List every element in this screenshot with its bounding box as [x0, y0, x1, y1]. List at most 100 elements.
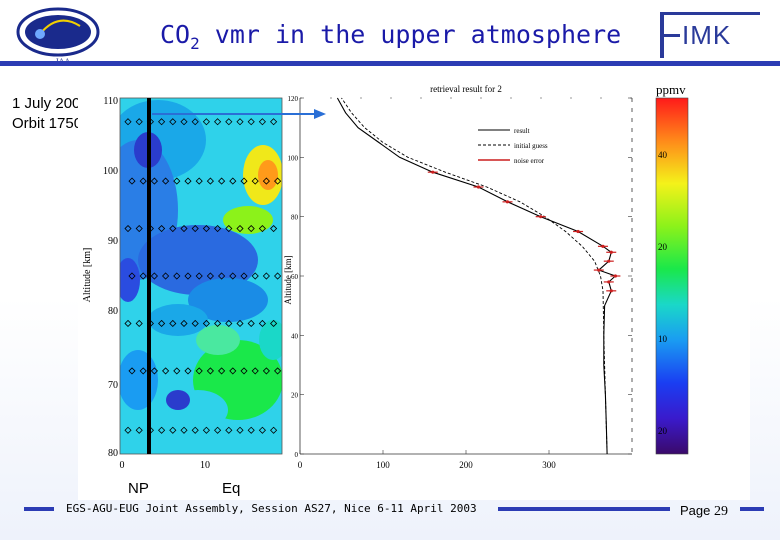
heatmap-marker	[247, 319, 255, 328]
colorbar-unit: ppmv	[656, 82, 686, 97]
noise-error-point	[431, 170, 435, 174]
footer-bar-left	[24, 507, 54, 511]
hm-ytick-100: 100	[103, 166, 118, 177]
profile-y-tick-label: 120	[288, 95, 299, 103]
heatmap-marker	[274, 367, 282, 375]
heatmap-marker	[124, 224, 132, 233]
heatmap-marker	[270, 224, 278, 233]
hm-ytick-80b: 80	[108, 448, 118, 459]
heatmap-marker	[180, 319, 188, 328]
heatmap-marker	[214, 118, 222, 126]
noise-error-point	[476, 185, 481, 189]
heatmap-marker	[258, 224, 266, 233]
heatmap-marker	[124, 118, 132, 126]
heatmap-marker	[225, 118, 233, 126]
profile-y-tick-label: 0	[295, 451, 299, 459]
heatmap-marker	[258, 426, 266, 434]
profile-pointer-arrow	[152, 109, 326, 119]
heatmap-marker	[191, 319, 199, 328]
footer-bar-right	[740, 507, 764, 511]
heatmap-marker	[162, 177, 170, 185]
colorbar-tick-4: 20	[658, 426, 668, 436]
heatmap-marker	[184, 367, 192, 375]
heatmap-marker	[128, 272, 136, 280]
heatmap-marker	[195, 177, 203, 185]
profile-y-ticks: 0 20 40 60 80 100 120	[288, 95, 632, 459]
profile-y-tick-label: 80	[291, 214, 299, 222]
heatmap-marker	[169, 224, 177, 233]
heatmap-marker	[218, 367, 226, 375]
page-title: CO2 vmr in the upper atmosphere	[160, 20, 622, 53]
heatmap-marker	[195, 367, 203, 375]
heatmap-marker	[191, 426, 199, 434]
heatmap-marker	[251, 367, 259, 375]
heatmap-marker	[158, 224, 166, 233]
heatmap-marker	[180, 426, 188, 434]
iaa-logo: IAA	[16, 7, 100, 66]
heatmap-marker	[236, 224, 244, 233]
heatmap-marker	[206, 177, 214, 185]
heatmap-marker	[225, 426, 233, 434]
footer-bar-middle	[498, 507, 670, 511]
noise-error-point	[609, 250, 613, 254]
imk-logo: IMK	[660, 12, 762, 60]
noise-error-point	[576, 229, 580, 234]
heatmap-marker	[169, 118, 177, 126]
heatmap-marker	[158, 118, 166, 126]
heatmap-marker	[173, 272, 181, 280]
profile-y-tick-label: 20	[291, 392, 299, 400]
profile-x-tick-label: 200	[459, 460, 473, 470]
heatmap-marker	[214, 426, 222, 434]
heatmap-marker	[191, 224, 199, 233]
heatmap-marker	[240, 272, 248, 280]
legend-noise-error: noise error	[514, 157, 545, 165]
heatmap-marker	[173, 367, 181, 375]
heatmap-marker	[202, 426, 210, 434]
heatmap-marker	[158, 426, 166, 434]
noise-error-point	[609, 289, 613, 293]
heatmap-marker	[180, 118, 188, 126]
heatmap-marker	[229, 177, 237, 185]
heatmap-marker	[206, 272, 214, 280]
heatmap-marker-grid	[124, 118, 282, 434]
profile-ylabel: Altitude [km]	[283, 255, 293, 304]
heatmap-marker	[229, 367, 237, 375]
heatmap-marker	[225, 224, 233, 233]
heatmap-marker	[162, 367, 170, 375]
heatmap-marker	[251, 272, 259, 280]
heatmap-marker	[124, 319, 132, 328]
heatmap-marker	[139, 367, 147, 375]
heatmap-ylabel: Altitude [km]	[82, 248, 93, 303]
series-noise-error-points	[427, 170, 621, 293]
heatmap-marker	[274, 272, 282, 280]
footer-citation: EGS-AGU-EUG Joint Assembly, Session AS27…	[66, 502, 477, 515]
heatmap-marker	[218, 177, 226, 185]
noise-error-point	[539, 215, 543, 219]
hm-ytick-80: 80	[108, 306, 118, 317]
heatmap-marker	[150, 367, 158, 375]
heatmap-marker	[202, 224, 210, 233]
figure-panel: Altitude [km] 110 100 90 80 70 80 0 10 r…	[78, 80, 750, 500]
heatmap-marker	[262, 272, 270, 280]
colorbar-tick-3: 10	[658, 334, 668, 344]
heatmap-marker	[214, 319, 222, 328]
legend-initial-guess: initial guess	[514, 142, 548, 150]
heatmap-marker	[158, 319, 166, 328]
heatmap-marker	[169, 426, 177, 434]
eq-label: Eq	[222, 480, 241, 497]
heatmap-marker	[240, 367, 248, 375]
colorbar-gradient	[655, 97, 689, 455]
heatmap-marker	[202, 319, 210, 328]
heatmap-marker	[162, 272, 170, 280]
header-divider	[0, 61, 780, 66]
page-indicator: Page 29	[680, 503, 728, 519]
noise-error-point	[597, 268, 601, 272]
heatmap-marker	[274, 177, 282, 185]
hm-ytick-70: 70	[108, 380, 118, 391]
heatmap-marker	[251, 177, 259, 185]
hm-ytick-110: 110	[103, 96, 118, 107]
heatmap-marker	[195, 272, 203, 280]
noise-error-point	[607, 259, 611, 263]
heatmap-marker	[229, 272, 237, 280]
heatmap-marker	[214, 224, 222, 233]
